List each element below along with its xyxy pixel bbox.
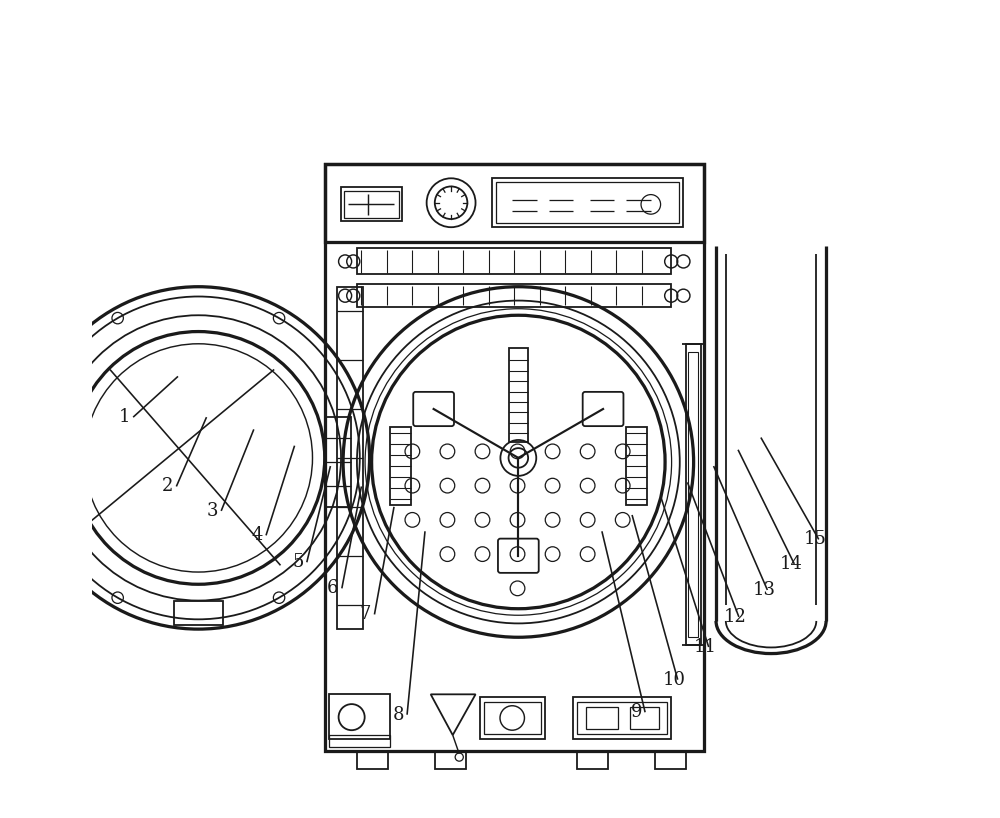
- Bar: [509, 348, 528, 442]
- Bar: [326, 417, 351, 507]
- Bar: [573, 697, 671, 739]
- Bar: [492, 178, 683, 227]
- Bar: [630, 707, 659, 730]
- Text: 10: 10: [663, 671, 686, 689]
- Bar: [496, 182, 679, 223]
- Bar: [325, 164, 704, 242]
- Text: 14: 14: [780, 555, 802, 573]
- Text: 4: 4: [251, 526, 263, 544]
- Bar: [357, 285, 671, 307]
- Bar: [688, 352, 698, 637]
- Text: 12: 12: [724, 608, 747, 626]
- Text: 11: 11: [694, 638, 717, 656]
- Bar: [586, 707, 618, 730]
- Text: 13: 13: [753, 581, 776, 599]
- Bar: [480, 697, 545, 739]
- Bar: [655, 752, 686, 769]
- Bar: [577, 702, 667, 735]
- Bar: [329, 694, 390, 739]
- Text: 3: 3: [207, 502, 218, 520]
- Bar: [341, 187, 402, 222]
- Bar: [390, 427, 411, 506]
- Text: 15: 15: [804, 530, 827, 548]
- Text: 5: 5: [292, 553, 303, 571]
- Bar: [484, 702, 541, 735]
- Text: 7: 7: [360, 605, 371, 623]
- Text: 6: 6: [327, 579, 339, 597]
- Bar: [329, 735, 390, 748]
- Bar: [337, 287, 363, 629]
- Bar: [325, 164, 704, 752]
- Bar: [435, 752, 466, 769]
- Bar: [344, 191, 399, 218]
- Text: 8: 8: [392, 706, 404, 724]
- Bar: [686, 344, 701, 645]
- Text: 1: 1: [118, 408, 130, 426]
- Bar: [357, 249, 671, 275]
- Bar: [577, 752, 608, 769]
- Text: 2: 2: [162, 478, 173, 496]
- Bar: [357, 752, 388, 769]
- Bar: [174, 600, 223, 625]
- Text: 9: 9: [630, 703, 642, 721]
- Bar: [626, 427, 647, 506]
